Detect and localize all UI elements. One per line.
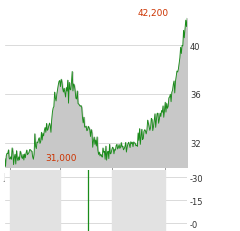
Text: 42,200: 42,200 — [138, 9, 169, 18]
Text: 31,000: 31,000 — [45, 154, 76, 163]
Bar — [112, 170, 165, 231]
Bar — [10, 170, 60, 231]
